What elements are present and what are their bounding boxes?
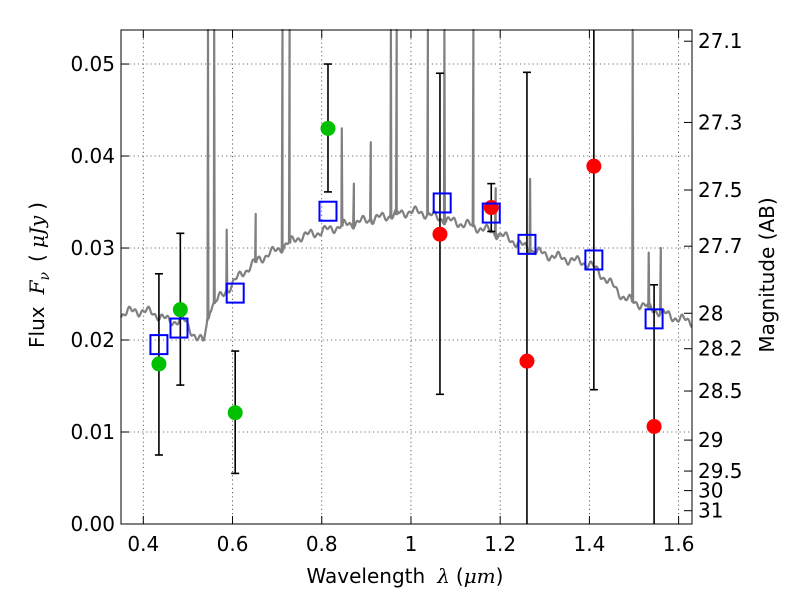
data-point-green: [151, 356, 167, 372]
y-tick-label: 0.03: [70, 236, 115, 260]
y2-tick-label: 27.3: [698, 110, 743, 134]
data-point-red: [586, 158, 602, 174]
y-axis-title: FluxFν(μJy): [25, 202, 53, 348]
data-point-green: [227, 405, 243, 421]
markers-layer: [149, 120, 664, 434]
model-box: [584, 249, 604, 271]
y-axis-unit: μJy: [25, 215, 49, 248]
sed-spectrum-layer: [119, 28, 693, 342]
model-box: [149, 334, 169, 356]
y-tick-label: 0.04: [70, 144, 115, 168]
x-tick-label: 1: [405, 532, 418, 556]
y-axis-symbol: F: [25, 279, 49, 295]
y2-tick-label: 28.2: [698, 337, 743, 361]
model-box: [481, 202, 501, 224]
data-point-green: [320, 120, 336, 136]
x-axis-unit: μm: [464, 564, 496, 588]
y-tick-label: 0.01: [70, 420, 115, 444]
y2-tick-label: 27.5: [698, 178, 743, 202]
x-tick-label: 0.8: [306, 532, 338, 556]
x-tick-label: 1.2: [484, 532, 516, 556]
y2-tick-label: 28: [698, 301, 723, 325]
sed-spectrum-line: [119, 28, 693, 342]
y2-tick-label: 30: [698, 479, 723, 503]
x-axis-prefix: Wavelength: [307, 564, 426, 588]
ticks-layer: 0.4 0.6 0.8 1 1.2 1.4 1.6 0.00 0.01 0.02 0.03 0.04 0…: [70, 29, 742, 556]
y2-tick-label: 27.7: [698, 234, 743, 258]
data-point-red: [483, 200, 499, 216]
x-tick-label: 0.4: [127, 532, 159, 556]
plot-frame: [120, 29, 693, 525]
model-box: [644, 308, 664, 330]
y2-tick-label: 29.5: [698, 459, 743, 483]
model-box: [225, 282, 245, 304]
y2-axis-title: Magnitude (AB): [755, 197, 779, 352]
y2-tick-label: 27.1: [698, 29, 743, 53]
data-point-red: [519, 353, 535, 369]
y-tick-label: 0.05: [70, 52, 115, 76]
y-tick-label: 0.02: [70, 328, 115, 352]
model-box: [169, 317, 189, 339]
x-tick-label: 1.6: [663, 532, 695, 556]
data-point-green: [172, 302, 188, 318]
y-axis-prefix: Flux: [25, 306, 49, 348]
y2-tick-label: 28.5: [698, 379, 743, 403]
y2-tick-label: 31: [698, 499, 723, 523]
y2-tick-label: 29: [698, 428, 723, 452]
y-tick-label: 0.00: [70, 512, 115, 536]
y-axis-subscript: ν: [37, 272, 53, 281]
x-axis-symbol: λ: [436, 564, 450, 588]
data-point-red: [646, 418, 662, 434]
x-tick-label: 0.6: [217, 532, 249, 556]
x-tick-label: 1.4: [573, 532, 605, 556]
model-box: [432, 192, 452, 214]
x-axis-title: Wavelength λ (μm): [307, 564, 504, 588]
model-box: [318, 200, 338, 222]
error-bars-layer: [154, 30, 659, 524]
grid-lines: [121, 30, 692, 525]
model-box: [517, 233, 537, 255]
data-point-red: [432, 226, 448, 242]
